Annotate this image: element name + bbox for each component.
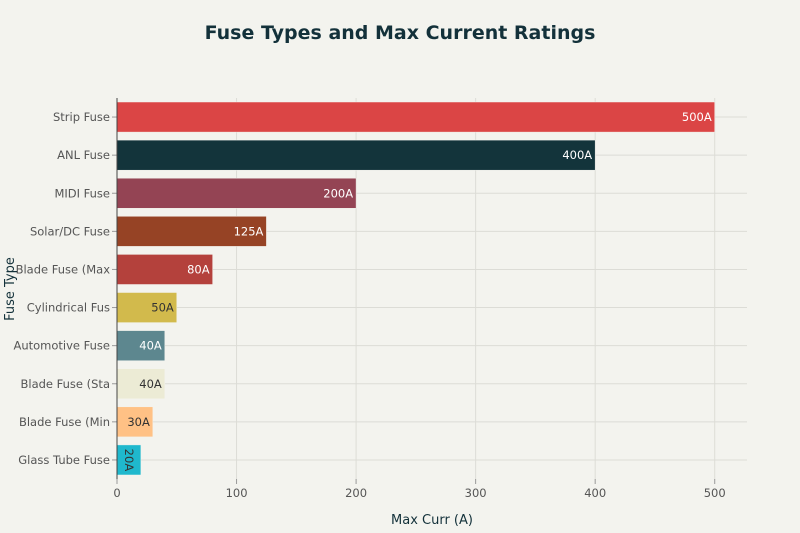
data-label: 80A — [187, 262, 210, 276]
data-label: 40A — [139, 339, 162, 353]
bar — [116, 254, 213, 285]
data-label: 40A — [139, 377, 162, 391]
chart-title: Fuse Types and Max Current Ratings — [205, 22, 596, 44]
bar — [116, 292, 178, 323]
data-label: 20A — [122, 449, 136, 472]
x-tick-label: 500 — [704, 486, 726, 500]
y-tick-label: Automotive Fuse — [13, 339, 110, 353]
data-label: 400A — [562, 148, 592, 162]
y-axis-label: Fuse Type — [3, 257, 18, 321]
x-tick-label: 400 — [584, 486, 606, 500]
x-tick-label: 0 — [113, 486, 120, 500]
x-axis-label: Max Curr (A) — [391, 513, 473, 528]
x-tick-label: 300 — [465, 486, 487, 500]
y-tick-label: MIDI Fuse — [54, 186, 110, 200]
data-label: 30A — [127, 415, 150, 429]
data-label: 125A — [234, 224, 264, 238]
bar — [116, 368, 166, 400]
bar — [116, 101, 715, 133]
bar — [116, 216, 267, 247]
data-label: 200A — [323, 186, 353, 200]
y-tick-label: Cylindrical Fus — [27, 301, 110, 315]
bar — [116, 139, 596, 171]
y-tick-label: Strip Fuse — [53, 110, 110, 124]
y-tick-label: Blade Fuse (Max — [16, 262, 111, 276]
y-tick-label: Glass Tube Fuse — [18, 453, 110, 467]
x-tick-label: 200 — [345, 486, 367, 500]
y-tick-label: Solar/DC Fuse — [30, 224, 110, 238]
y-tick-label: Blade Fuse (Min — [19, 415, 110, 429]
x-tick-label: 100 — [226, 486, 248, 500]
y-tick-label: Blade Fuse (Sta — [20, 377, 110, 391]
bar — [116, 330, 166, 361]
bar — [116, 406, 154, 438]
data-label: 50A — [151, 301, 174, 315]
y-tick-label: ANL Fuse — [57, 148, 110, 162]
data-label: 500A — [682, 110, 712, 124]
bar — [116, 177, 357, 209]
